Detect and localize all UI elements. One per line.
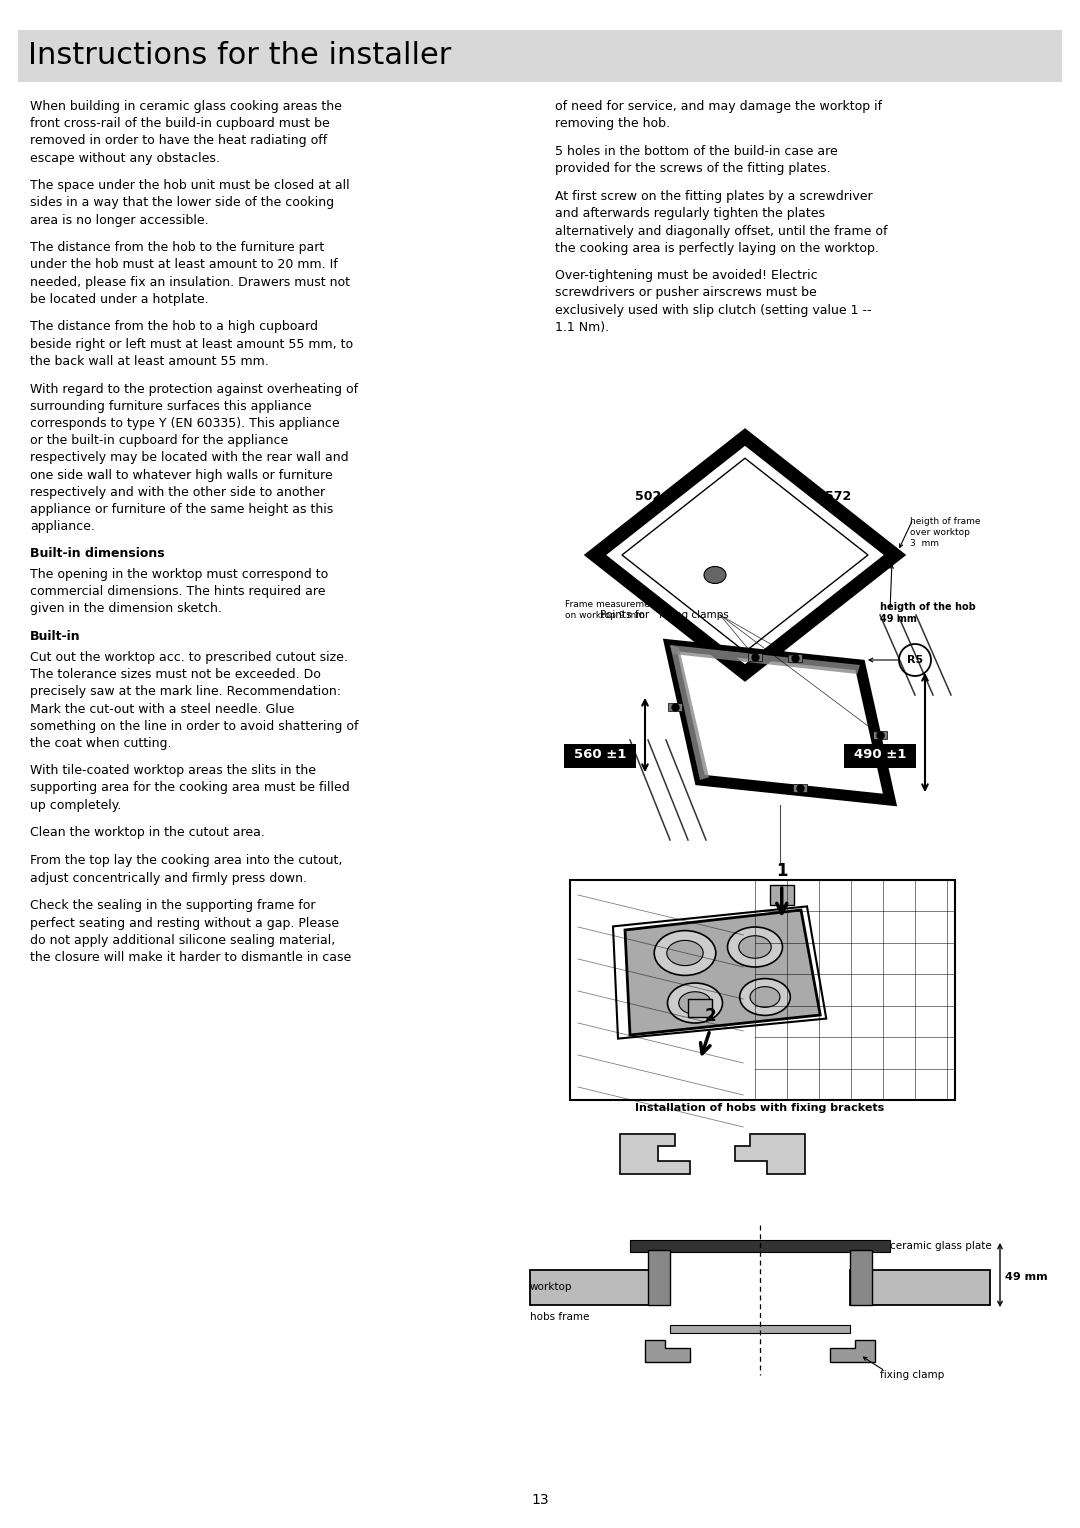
Bar [850, 1250, 872, 1305]
Bar [530, 1270, 670, 1305]
Bar [788, 654, 802, 662]
Text: The opening in the worktop must correspond to
commercial dimensions. The hints r: The opening in the worktop must correspo… [30, 568, 328, 616]
Text: Points for   fixing clamps: Points for fixing clamps [600, 610, 729, 620]
FancyBboxPatch shape [843, 744, 916, 769]
Text: 490 ±1: 490 ±1 [854, 749, 906, 761]
Text: Check the sealing in the supporting frame for
perfect seating and resting withou: Check the sealing in the supporting fram… [30, 900, 351, 964]
Text: 49 mm: 49 mm [1005, 1273, 1048, 1282]
Ellipse shape [740, 978, 791, 1016]
Polygon shape [622, 458, 868, 652]
Text: At first screw on the fitting plates by a screwdriver
and afterwards regularly t: At first screw on the fitting plates by … [555, 189, 888, 255]
Polygon shape [670, 645, 708, 779]
Text: R5: R5 [907, 656, 923, 665]
Polygon shape [620, 1134, 690, 1174]
Text: Built-in: Built-in [30, 630, 81, 643]
Text: of need for service, and may damage the worktop if
removing the hob.: of need for service, and may damage the … [555, 99, 882, 130]
Bar [648, 1250, 670, 1305]
Text: Installation of hobs with fixing brackets: Installation of hobs with fixing bracket… [635, 1103, 885, 1112]
Text: heigth of the hob
49 mm: heigth of the hob 49 mm [880, 602, 975, 625]
Ellipse shape [666, 940, 703, 966]
Polygon shape [645, 1340, 690, 1361]
Polygon shape [831, 1340, 875, 1361]
Bar [670, 1325, 850, 1332]
Polygon shape [625, 911, 820, 1034]
Text: Instructions for the installer: Instructions for the installer [28, 41, 451, 70]
Text: Clean the worktop in the cutout area.: Clean the worktop in the cutout area. [30, 827, 265, 839]
Bar [630, 1241, 890, 1251]
Bar [669, 703, 681, 711]
Ellipse shape [728, 927, 783, 967]
Text: Cut out the worktop acc. to prescribed cutout size.
The tolerance sizes must not: Cut out the worktop acc. to prescribed c… [30, 651, 359, 750]
Text: Over-tightening must be avoided! Electric
screwdrivers or pusher airscrews must : Over-tightening must be avoided! Electri… [555, 269, 872, 335]
Ellipse shape [678, 992, 712, 1015]
Polygon shape [670, 645, 860, 674]
Bar [793, 784, 807, 792]
Text: When building in ceramic glass cooking areas the
front cross-rail of the build-i: When building in ceramic glass cooking a… [30, 99, 342, 165]
Text: With tile-coated worktop areas the slits in the
supporting area for the cooking : With tile-coated worktop areas the slits… [30, 764, 350, 811]
Polygon shape [735, 1134, 805, 1174]
Bar [18, 31, 1062, 83]
Bar [850, 1270, 990, 1305]
Text: The distance from the hob to a high cupboard
beside right or left must at least : The distance from the hob to a high cupb… [30, 321, 353, 368]
Ellipse shape [750, 987, 780, 1007]
Text: With regard to the protection against overheating of
surrounding furniture surfa: With regard to the protection against ov… [30, 382, 359, 533]
Text: From the top lay the cooking area into the cutout,
adjust concentrically and fir: From the top lay the cooking area into t… [30, 854, 342, 885]
Text: worktop: worktop [530, 1282, 572, 1293]
Bar [748, 652, 762, 662]
Text: 502: 502 [635, 489, 661, 503]
Text: 560 ±1: 560 ±1 [573, 749, 626, 761]
Circle shape [899, 643, 931, 675]
Text: 13: 13 [531, 1493, 549, 1507]
Ellipse shape [739, 935, 771, 958]
Ellipse shape [667, 983, 723, 1024]
Text: 1: 1 [777, 862, 787, 880]
Text: The space under the hob unit must be closed at all
sides in a way that the lower: The space under the hob unit must be clo… [30, 179, 350, 226]
Bar [770, 885, 794, 905]
Text: heigth of frame
over worktop
3  mm: heigth of frame over worktop 3 mm [910, 516, 981, 547]
Text: fixing clamp: fixing clamp [880, 1371, 944, 1380]
Text: ceramic glass plate: ceramic glass plate [890, 1241, 991, 1251]
Text: 5 holes in the bottom of the build-in case are
provided for the screws of the fi: 5 holes in the bottom of the build-in ca… [555, 145, 838, 176]
Bar [570, 880, 955, 1100]
Text: 2: 2 [704, 1007, 716, 1025]
Text: Built-in dimensions: Built-in dimensions [30, 547, 164, 559]
Text: Frame measurement
on worktop 9 mm: Frame measurement on worktop 9 mm [565, 601, 659, 620]
Text: The distance from the hob to the furniture part
under the hob must at least amou: The distance from the hob to the furnitu… [30, 241, 350, 306]
Ellipse shape [654, 931, 716, 975]
Text: 572: 572 [825, 489, 851, 503]
Bar [688, 999, 712, 1018]
Text: hobs frame: hobs frame [530, 1313, 590, 1322]
FancyBboxPatch shape [564, 744, 636, 769]
Ellipse shape [704, 567, 726, 584]
Bar [873, 730, 887, 740]
